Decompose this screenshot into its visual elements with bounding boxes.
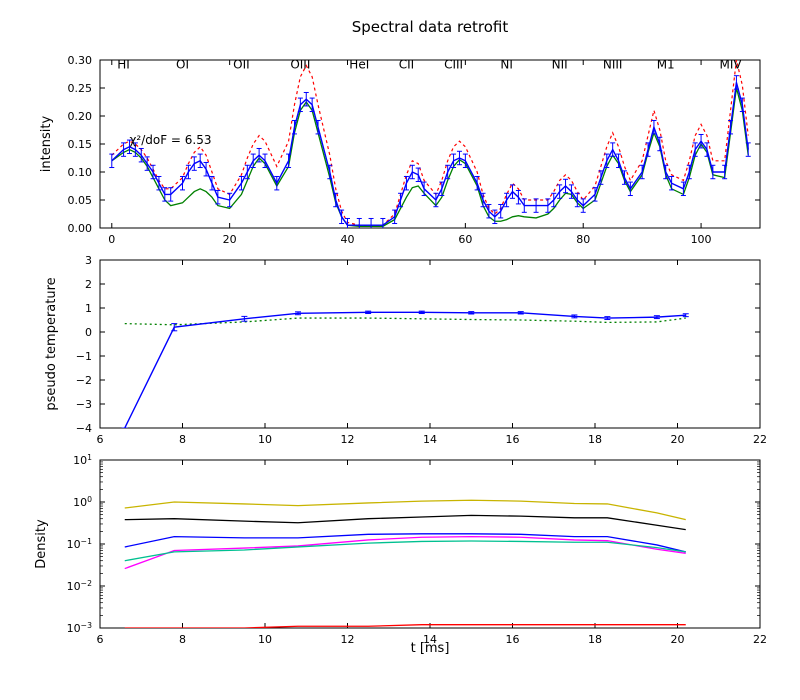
- svg-text:2: 2: [85, 278, 92, 291]
- svg-text:HeI: HeI: [349, 57, 369, 71]
- svg-text:0.10: 0.10: [68, 166, 93, 179]
- svg-text:CIII: CIII: [444, 57, 463, 71]
- svg-text:16: 16: [506, 433, 520, 446]
- svg-text:χ²/doF = 6.53: χ²/doF = 6.53: [129, 133, 211, 147]
- svg-text:M1: M1: [657, 57, 675, 71]
- svg-text:t [ms]: t [ms]: [411, 641, 450, 656]
- svg-text:−4: −4: [76, 422, 92, 435]
- svg-text:1: 1: [85, 302, 92, 315]
- svg-text:22: 22: [753, 633, 767, 646]
- svg-text:20: 20: [223, 233, 237, 246]
- svg-text:intensity: intensity: [39, 116, 54, 173]
- panel-density: 681012141618202210−310−210−1100101Densit…: [34, 453, 767, 647]
- svg-text:18: 18: [588, 433, 602, 446]
- svg-text:NIII: NIII: [603, 57, 623, 71]
- svg-text:−3: −3: [76, 398, 92, 411]
- svg-text:−1: −1: [76, 350, 92, 363]
- svg-text:0: 0: [108, 233, 115, 246]
- svg-text:0.20: 0.20: [68, 110, 93, 123]
- svg-text:40: 40: [341, 233, 355, 246]
- svg-text:16: 16: [506, 633, 520, 646]
- panel-pseudo-temperature: 6810121416182022−4−3−2−10123pseudo tempe…: [44, 254, 767, 446]
- svg-text:10: 10: [258, 633, 272, 646]
- svg-text:−2: −2: [76, 374, 92, 387]
- svg-text:22: 22: [753, 433, 767, 446]
- svg-text:pseudo temperature: pseudo temperature: [44, 277, 59, 410]
- svg-text:3: 3: [85, 254, 92, 267]
- svg-text:20: 20: [671, 633, 685, 646]
- svg-text:0: 0: [85, 326, 92, 339]
- figure-container: Spectral data retrofit0204060801000.000.…: [0, 0, 800, 700]
- svg-text:10: 10: [258, 433, 272, 446]
- svg-text:100: 100: [73, 495, 92, 510]
- svg-text:10−3: 10−3: [67, 621, 92, 636]
- svg-text:18: 18: [588, 633, 602, 646]
- svg-text:12: 12: [341, 633, 355, 646]
- svg-text:NI: NI: [500, 57, 513, 71]
- svg-text:Density: Density: [34, 519, 49, 569]
- svg-text:6: 6: [97, 433, 104, 446]
- svg-text:101: 101: [73, 453, 92, 468]
- svg-text:8: 8: [179, 633, 186, 646]
- svg-text:0.15: 0.15: [68, 138, 93, 151]
- svg-text:CII: CII: [399, 57, 414, 71]
- svg-text:OII: OII: [233, 57, 250, 71]
- svg-text:MIV: MIV: [719, 57, 742, 71]
- svg-text:100: 100: [691, 233, 712, 246]
- svg-text:10−2: 10−2: [67, 579, 92, 594]
- panel-intensity: 0 20 40 60 80 100 0.00 0.05 0.10 0.15 0.20 0.25 0.30…: [39, 54, 760, 246]
- svg-text:12: 12: [341, 433, 355, 446]
- svg-text:14: 14: [423, 433, 437, 446]
- svg-text:20: 20: [671, 433, 685, 446]
- svg-text:10−1: 10−1: [67, 537, 92, 552]
- svg-text:0.05: 0.05: [68, 194, 93, 207]
- figure-svg: Spectral data retrofit0204060801000.000.…: [0, 0, 800, 700]
- svg-text:NII: NII: [552, 57, 568, 71]
- svg-text:0.30: 0.30: [68, 54, 93, 67]
- svg-text:80: 80: [576, 233, 590, 246]
- svg-text:0.00: 0.00: [68, 222, 93, 235]
- svg-text:0.25: 0.25: [68, 82, 93, 95]
- svg-text:8: 8: [179, 433, 186, 446]
- svg-text:Spectral data retrofit: Spectral data retrofit: [352, 18, 509, 36]
- svg-text:6: 6: [97, 633, 104, 646]
- svg-text:OIII: OIII: [290, 57, 310, 71]
- svg-text:OI: OI: [176, 57, 189, 71]
- svg-text:HI: HI: [117, 57, 130, 71]
- svg-text:60: 60: [458, 233, 472, 246]
